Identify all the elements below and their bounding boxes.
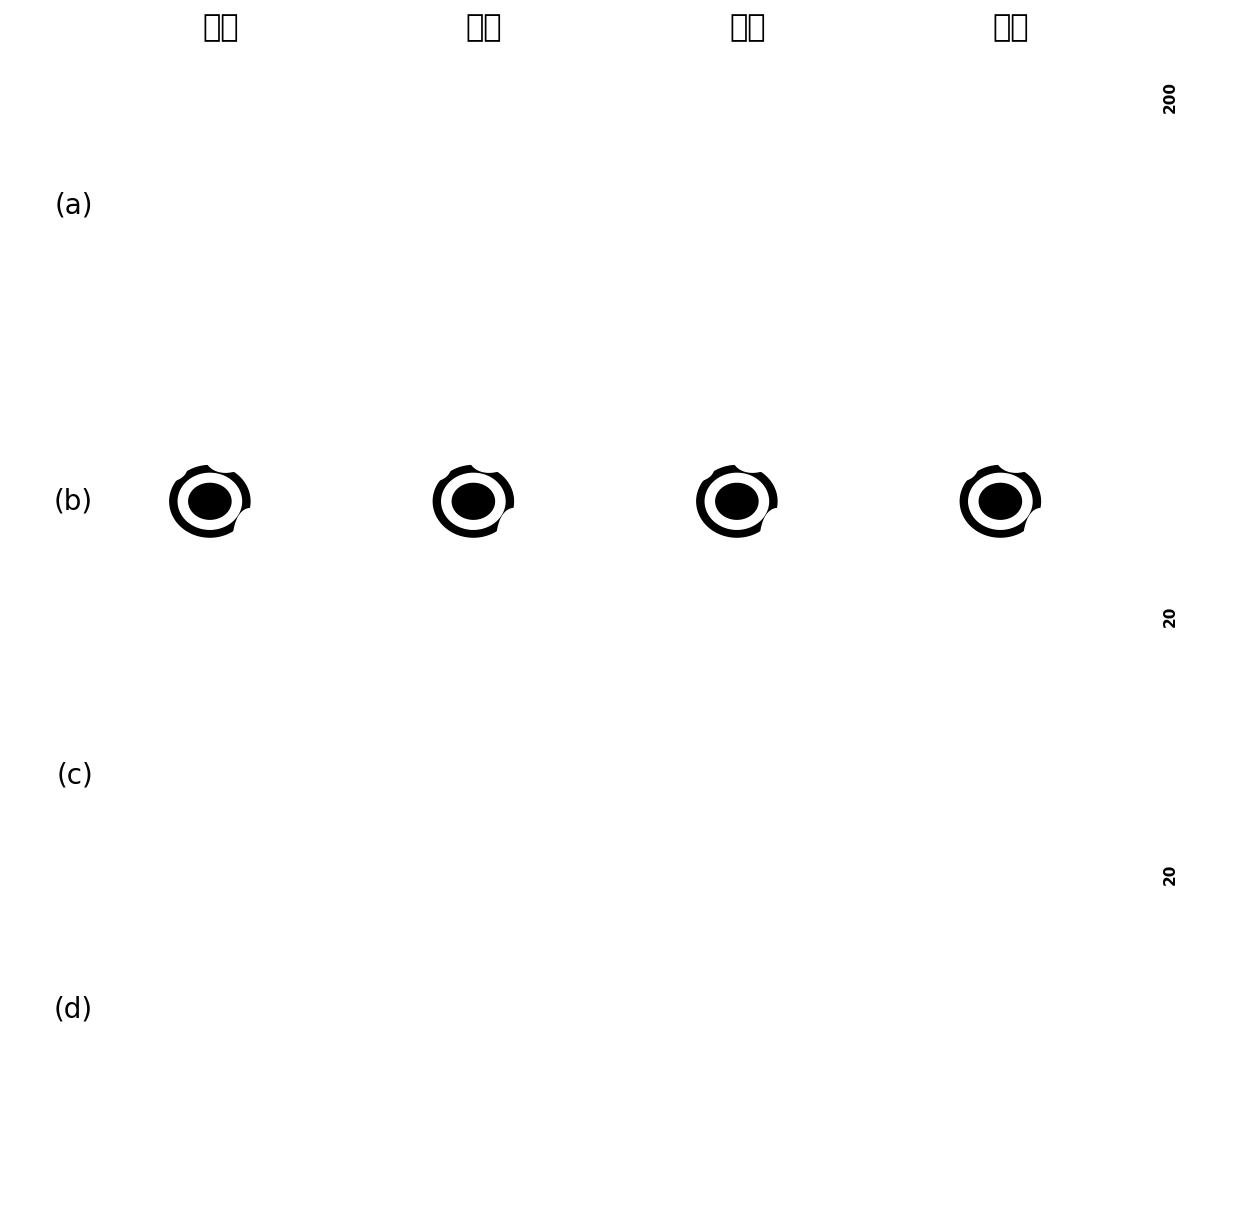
Polygon shape — [658, 446, 753, 513]
Polygon shape — [658, 793, 709, 825]
Polygon shape — [790, 475, 832, 527]
Polygon shape — [1053, 475, 1095, 527]
Text: −15: −15 — [1167, 1023, 1182, 1052]
Text: (d): (d) — [53, 996, 93, 1024]
Polygon shape — [268, 799, 299, 823]
Polygon shape — [397, 334, 424, 378]
Polygon shape — [945, 337, 972, 375]
Text: −200: −200 — [1167, 242, 1182, 279]
Polygon shape — [125, 440, 273, 563]
Polygon shape — [120, 132, 237, 278]
Polygon shape — [202, 797, 239, 816]
Polygon shape — [179, 474, 242, 530]
Polygon shape — [697, 465, 777, 537]
Polygon shape — [1059, 799, 1090, 823]
Polygon shape — [522, 759, 531, 768]
Polygon shape — [720, 752, 733, 765]
Text: (c): (c) — [56, 761, 93, 790]
Polygon shape — [961, 132, 1092, 278]
Polygon shape — [415, 126, 532, 272]
Polygon shape — [131, 446, 226, 513]
Polygon shape — [785, 759, 794, 768]
Polygon shape — [682, 833, 707, 852]
Polygon shape — [983, 752, 996, 765]
Text: −20: −20 — [1167, 761, 1182, 790]
Polygon shape — [486, 324, 525, 375]
Polygon shape — [733, 430, 784, 473]
Polygon shape — [960, 465, 1040, 537]
Polygon shape — [149, 454, 187, 481]
Polygon shape — [980, 484, 1022, 519]
Text: 200: 200 — [1162, 81, 1178, 113]
Polygon shape — [465, 797, 502, 816]
Polygon shape — [117, 504, 177, 610]
Polygon shape — [729, 797, 766, 816]
Text: 后仰: 后仰 — [993, 13, 1029, 43]
Polygon shape — [228, 329, 255, 372]
Polygon shape — [676, 454, 714, 481]
Polygon shape — [389, 440, 537, 563]
Polygon shape — [396, 793, 446, 825]
Text: Hz: Hz — [1167, 179, 1182, 198]
Polygon shape — [1023, 509, 1083, 628]
Polygon shape — [115, 329, 157, 383]
Polygon shape — [233, 509, 293, 628]
Text: ppm: ppm — [1167, 944, 1182, 976]
Polygon shape — [992, 797, 1029, 816]
Text: 20: 20 — [1162, 863, 1178, 885]
Polygon shape — [668, 332, 701, 380]
Text: 平躺: 平躺 — [202, 13, 238, 43]
Polygon shape — [131, 793, 182, 825]
Polygon shape — [754, 335, 782, 377]
Text: 20: 20 — [1162, 606, 1178, 627]
Text: 左侧: 左侧 — [729, 13, 765, 43]
Polygon shape — [532, 799, 563, 823]
Polygon shape — [379, 504, 440, 610]
Polygon shape — [469, 430, 520, 473]
Polygon shape — [644, 504, 704, 610]
Polygon shape — [453, 484, 495, 519]
Polygon shape — [684, 125, 821, 286]
Polygon shape — [652, 440, 800, 563]
Polygon shape — [968, 474, 1032, 530]
Polygon shape — [394, 446, 489, 513]
Polygon shape — [188, 484, 231, 519]
Polygon shape — [456, 752, 469, 765]
Text: (a): (a) — [55, 191, 93, 219]
Polygon shape — [419, 833, 444, 852]
Polygon shape — [916, 440, 1064, 563]
Polygon shape — [906, 504, 967, 610]
Polygon shape — [946, 833, 971, 852]
Text: 右侧: 右侧 — [466, 13, 502, 43]
Polygon shape — [433, 465, 513, 537]
Text: (b): (b) — [53, 487, 93, 515]
Polygon shape — [795, 799, 826, 823]
Polygon shape — [526, 475, 568, 527]
Polygon shape — [193, 752, 206, 765]
Text: Hz: Hz — [1167, 699, 1182, 718]
Polygon shape — [496, 509, 556, 628]
Polygon shape — [441, 474, 505, 530]
Polygon shape — [921, 446, 1017, 513]
Polygon shape — [263, 475, 305, 527]
Polygon shape — [1049, 759, 1058, 768]
Polygon shape — [939, 454, 977, 481]
Polygon shape — [170, 465, 250, 537]
Polygon shape — [155, 833, 180, 852]
Polygon shape — [923, 793, 973, 825]
Polygon shape — [760, 509, 820, 628]
Polygon shape — [996, 430, 1047, 473]
Polygon shape — [715, 484, 758, 519]
Polygon shape — [206, 430, 257, 473]
Polygon shape — [823, 328, 841, 361]
Bar — [1074, 462, 1116, 552]
Polygon shape — [412, 454, 450, 481]
Polygon shape — [706, 474, 769, 530]
Polygon shape — [1037, 327, 1070, 374]
Polygon shape — [258, 759, 267, 768]
